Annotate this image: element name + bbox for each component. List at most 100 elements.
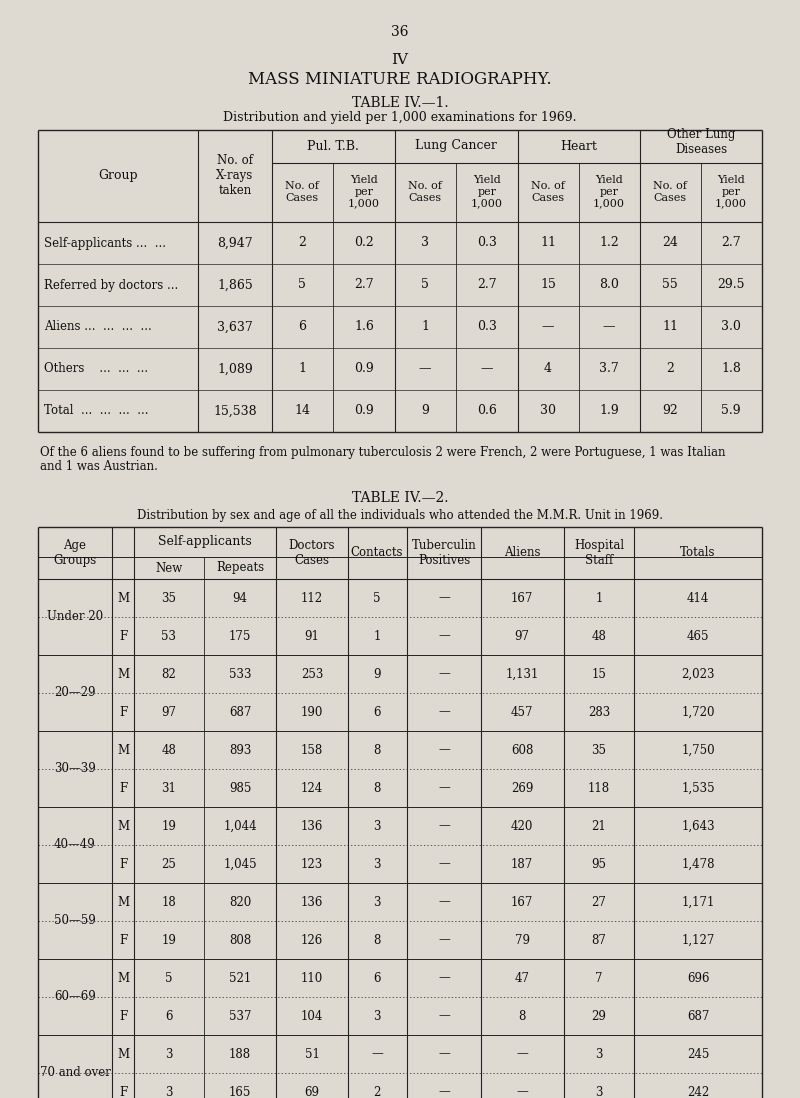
Text: Group: Group bbox=[98, 169, 138, 182]
Text: —: — bbox=[438, 1086, 450, 1098]
Text: 30—39: 30—39 bbox=[54, 762, 96, 775]
Text: 8: 8 bbox=[374, 933, 381, 946]
Text: 1.2: 1.2 bbox=[599, 236, 619, 249]
Text: 94: 94 bbox=[233, 592, 247, 605]
Text: 40—49: 40—49 bbox=[54, 839, 96, 852]
Text: 253: 253 bbox=[301, 668, 323, 681]
Text: No. of
X-rays
taken: No. of X-rays taken bbox=[216, 155, 254, 198]
Text: 8,947: 8,947 bbox=[217, 236, 253, 249]
Text: —: — bbox=[438, 1047, 450, 1061]
Text: 0.3: 0.3 bbox=[477, 236, 497, 249]
Text: 3: 3 bbox=[374, 1009, 381, 1022]
Text: TABLE IV.—2.: TABLE IV.—2. bbox=[352, 491, 448, 505]
Text: 3: 3 bbox=[374, 858, 381, 871]
Text: 70 and over: 70 and over bbox=[39, 1066, 110, 1079]
Text: 1: 1 bbox=[595, 592, 602, 605]
Text: Hospital
Staff: Hospital Staff bbox=[574, 539, 624, 567]
Text: 457: 457 bbox=[510, 706, 534, 718]
Text: 95: 95 bbox=[591, 858, 606, 871]
Text: Self-applicants: Self-applicants bbox=[158, 536, 252, 549]
Text: F: F bbox=[119, 933, 127, 946]
Text: 2.7: 2.7 bbox=[477, 279, 497, 291]
Text: M: M bbox=[117, 743, 129, 757]
Text: 9: 9 bbox=[421, 404, 429, 417]
Text: 3: 3 bbox=[595, 1086, 602, 1098]
Text: 414: 414 bbox=[687, 592, 709, 605]
Text: 6: 6 bbox=[374, 706, 381, 718]
Text: 51: 51 bbox=[305, 1047, 319, 1061]
Text: 3.0: 3.0 bbox=[721, 321, 741, 334]
Text: —: — bbox=[438, 706, 450, 718]
Text: 283: 283 bbox=[588, 706, 610, 718]
Text: 20—29: 20—29 bbox=[54, 686, 96, 699]
Text: —: — bbox=[438, 629, 450, 642]
Text: 29: 29 bbox=[591, 1009, 606, 1022]
Text: 35: 35 bbox=[591, 743, 606, 757]
Text: 8: 8 bbox=[374, 743, 381, 757]
Text: 187: 187 bbox=[511, 858, 533, 871]
Text: M: M bbox=[117, 592, 129, 605]
Text: 420: 420 bbox=[511, 819, 533, 832]
Text: 5: 5 bbox=[166, 972, 173, 985]
Text: 1.8: 1.8 bbox=[721, 362, 741, 376]
Text: MASS MINIATURE RADIOGRAPHY.: MASS MINIATURE RADIOGRAPHY. bbox=[248, 71, 552, 89]
Text: 5: 5 bbox=[421, 279, 429, 291]
Text: New: New bbox=[155, 561, 182, 574]
Text: 687: 687 bbox=[687, 1009, 709, 1022]
Text: 1,478: 1,478 bbox=[682, 858, 714, 871]
Text: M: M bbox=[117, 896, 129, 908]
Text: 126: 126 bbox=[301, 933, 323, 946]
Text: —: — bbox=[438, 933, 450, 946]
Text: —: — bbox=[371, 1047, 383, 1061]
Text: 2: 2 bbox=[666, 362, 674, 376]
Text: 3: 3 bbox=[421, 236, 429, 249]
Text: No. of
Cases: No. of Cases bbox=[531, 181, 565, 203]
Text: 0.6: 0.6 bbox=[477, 404, 497, 417]
Text: Aliens ...  ...  ...  ...: Aliens ... ... ... ... bbox=[44, 321, 152, 334]
Text: 2.7: 2.7 bbox=[721, 236, 741, 249]
Text: 25: 25 bbox=[162, 858, 177, 871]
Text: —: — bbox=[438, 782, 450, 795]
Text: 5.9: 5.9 bbox=[721, 404, 741, 417]
Text: 1,750: 1,750 bbox=[681, 743, 715, 757]
Text: 11: 11 bbox=[662, 321, 678, 334]
Text: 0.9: 0.9 bbox=[354, 362, 374, 376]
Text: 8.0: 8.0 bbox=[599, 279, 619, 291]
Text: 1,045: 1,045 bbox=[223, 858, 257, 871]
Text: Self-applicants ...  ...: Self-applicants ... ... bbox=[44, 236, 166, 249]
Text: TABLE IV.—1.: TABLE IV.—1. bbox=[352, 96, 448, 110]
Text: 91: 91 bbox=[305, 629, 319, 642]
Text: 15: 15 bbox=[540, 279, 556, 291]
Text: 2: 2 bbox=[298, 236, 306, 249]
Text: 190: 190 bbox=[301, 706, 323, 718]
Text: Yield
per
1,000: Yield per 1,000 bbox=[348, 176, 380, 209]
Text: Under 20: Under 20 bbox=[47, 610, 103, 624]
Text: 47: 47 bbox=[514, 972, 530, 985]
Text: 3,637: 3,637 bbox=[217, 321, 253, 334]
Text: 158: 158 bbox=[301, 743, 323, 757]
Text: 48: 48 bbox=[591, 629, 606, 642]
Text: 188: 188 bbox=[229, 1047, 251, 1061]
Text: 55: 55 bbox=[662, 279, 678, 291]
Text: 8: 8 bbox=[374, 782, 381, 795]
Text: —: — bbox=[438, 972, 450, 985]
Text: 19: 19 bbox=[162, 819, 177, 832]
Text: 696: 696 bbox=[686, 972, 710, 985]
Text: F: F bbox=[119, 706, 127, 718]
Text: Total  ...  ...  ...  ...: Total ... ... ... ... bbox=[44, 404, 149, 417]
Text: 7: 7 bbox=[595, 972, 602, 985]
Text: M: M bbox=[117, 668, 129, 681]
Text: 1,865: 1,865 bbox=[217, 279, 253, 291]
Text: 6: 6 bbox=[374, 972, 381, 985]
Text: Others    ...  ...  ...: Others ... ... ... bbox=[44, 362, 148, 376]
Text: 124: 124 bbox=[301, 782, 323, 795]
Text: —: — bbox=[516, 1047, 528, 1061]
Text: No. of
Cases: No. of Cases bbox=[285, 181, 319, 203]
Text: Heart: Heart bbox=[561, 139, 598, 153]
Text: 29.5: 29.5 bbox=[718, 279, 745, 291]
Text: 245: 245 bbox=[687, 1047, 709, 1061]
Text: 242: 242 bbox=[687, 1086, 709, 1098]
Text: 1,643: 1,643 bbox=[681, 819, 715, 832]
Text: 5: 5 bbox=[298, 279, 306, 291]
Text: 97: 97 bbox=[514, 629, 530, 642]
